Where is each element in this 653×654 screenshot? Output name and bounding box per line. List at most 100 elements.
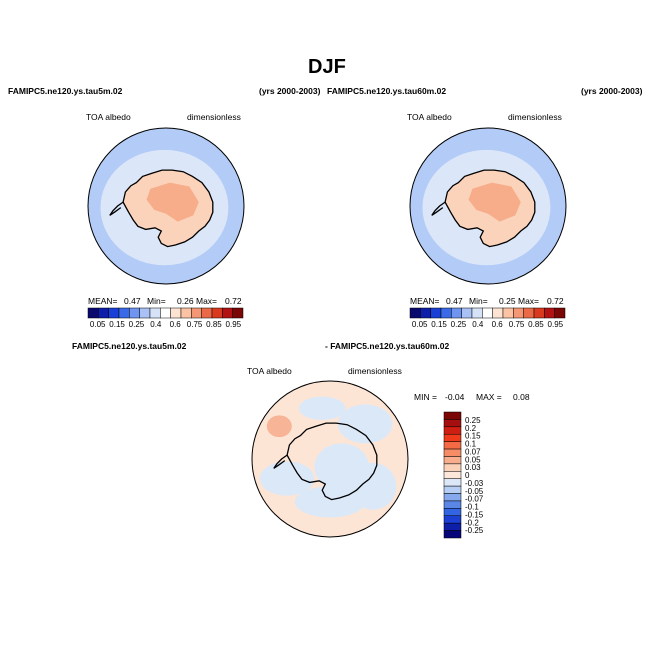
diff-colorbar-swatch	[443, 448, 462, 457]
right-colorbar-swatch	[420, 307, 431, 319]
diff-colorbar-swatch	[443, 530, 462, 539]
diff-colorbar-swatch	[443, 478, 462, 487]
left-min-label: Min=	[147, 296, 166, 306]
diff-case-a: FAMIPC5.ne120.ys.tau5m.02	[72, 341, 187, 351]
peninsula-coastline	[273, 454, 288, 469]
diff-colorbar-swatch	[443, 485, 462, 494]
right-colorbar-swatch	[502, 307, 514, 319]
right-map	[409, 127, 567, 285]
right-units-label: dimensionless	[508, 112, 562, 122]
left-colorbar-swatch	[98, 307, 109, 319]
coastline	[444, 169, 536, 248]
left-years: (yrs 2000-2003)	[259, 86, 321, 96]
left-colorbar-swatch	[108, 307, 120, 319]
map-border	[87, 127, 245, 285]
right-colorbar-swatch	[440, 307, 452, 319]
right-colorbar-tick-label: 0.15	[431, 320, 447, 329]
diff-colorbar-tick-label: -0.03	[465, 479, 484, 488]
left-colorbar-swatch	[170, 307, 182, 319]
diff-colorbar-swatch	[443, 493, 462, 502]
right-colorbar-tick-label: 0.4	[472, 320, 484, 329]
right-max-value: 0.72	[547, 296, 564, 306]
diff-colorbar-tick-label: -0.1	[465, 503, 479, 512]
left-colorbar-tick-label: 0.95	[226, 320, 242, 329]
right-min-value: 0.25	[499, 296, 516, 306]
diff-colorbar-swatch	[443, 522, 462, 531]
diff-colorbar-tick-label: 0.15	[465, 432, 481, 441]
right-colorbar-swatch	[554, 307, 566, 319]
diff-colorbar-swatch	[443, 471, 462, 479]
diff-colorbar-tick-label: 0	[465, 471, 470, 480]
diff-colorbar-tick-label: -0.15	[465, 510, 484, 519]
diff-max-value: 0.08	[513, 392, 530, 402]
left-map	[87, 127, 245, 285]
left-max-label: Max=	[196, 296, 218, 306]
diff-colorbar-swatch	[443, 426, 462, 435]
figure-title: DJF	[308, 56, 346, 78]
diff-colorbar-swatch	[443, 441, 462, 450]
left-colorbar-swatch	[180, 307, 192, 319]
left-min-value: 0.26	[177, 296, 194, 306]
left-colorbar-swatch	[87, 307, 99, 319]
diff-colorbar-swatch	[443, 419, 462, 428]
right-colorbar-tick-label: 0.85	[528, 320, 544, 329]
right-colorbar-swatch	[523, 307, 535, 319]
right-colorbar-swatch	[482, 307, 493, 319]
diff-colorbar-tick-label: 0.25	[465, 416, 481, 425]
right-colorbar-swatch	[451, 307, 462, 319]
right-colorbar-tick-label: 0.05	[412, 320, 428, 329]
diff-colorbar-tick-label: -0.2	[465, 518, 479, 527]
diff-colorbar-swatch	[443, 411, 462, 420]
diff-case-b: - FAMIPC5.ne120.ys.tau60m.02	[325, 341, 450, 351]
diff-colorbar-tick-label: 0.07	[465, 447, 481, 456]
left-colorbar-tick-label: 0.85	[206, 320, 222, 329]
plateau-field	[468, 182, 521, 222]
diff-min-value: -0.04	[445, 392, 465, 402]
negative-diff-patch	[337, 404, 393, 444]
negative-diff-patch	[294, 486, 366, 518]
right-colorbar-swatch	[461, 307, 473, 319]
left-colorbar-tick-label: 0.05	[90, 320, 106, 329]
left-colorbar-tick-label: 0.75	[187, 320, 203, 329]
right-colorbar-tick-label: 0.95	[548, 320, 564, 329]
diff-max-label: MAX =	[476, 392, 502, 402]
diff-colorbar-swatch	[443, 463, 462, 472]
map-border	[409, 127, 567, 285]
left-mean-value: 0.47	[124, 296, 141, 306]
diff-colorbar-tick-label: 0.2	[465, 424, 477, 433]
coastline	[286, 422, 378, 501]
diff-min-label: MIN =	[414, 392, 437, 402]
right-colorbar-swatch	[513, 307, 524, 319]
peninsula-coastline	[431, 201, 446, 216]
plateau-field	[146, 182, 199, 222]
left-colorbar-tick-label: 0.15	[109, 320, 125, 329]
left-variable-label: TOA albedo	[86, 112, 131, 122]
diff-colorbar-swatch	[443, 456, 462, 465]
right-mean-label: MEAN=	[410, 296, 440, 306]
diff-colorbar-swatch	[443, 500, 462, 509]
left-colorbar-swatch	[222, 307, 233, 319]
right-colorbar-swatch	[409, 307, 421, 319]
left-colorbar-tick-label: 0.25	[129, 320, 145, 329]
left-colorbar-swatch	[160, 307, 171, 319]
left-colorbar-swatch	[211, 307, 223, 319]
right-variable-label: TOA albedo	[407, 112, 452, 122]
left-colorbar-tick-label: 0.6	[170, 320, 182, 329]
left-colorbar-tick-label: 0.4	[150, 320, 162, 329]
right-colorbar-swatch	[430, 307, 442, 319]
left-units-label: dimensionless	[187, 112, 241, 122]
left-max-value: 0.72	[225, 296, 242, 306]
positive-diff-patch	[266, 415, 292, 438]
right-colorbar-swatch	[544, 307, 555, 319]
negative-diff-patch	[259, 461, 315, 496]
left-mean-label: MEAN=	[88, 296, 118, 306]
diff-colorbar-swatch	[443, 433, 462, 442]
right-max-label: Max=	[518, 296, 540, 306]
left-case-name: FAMIPC5.ne120.ys.tau5m.02	[8, 86, 123, 96]
left-colorbar-swatch	[232, 307, 244, 319]
diff-colorbar-tick-label: -0.05	[465, 487, 484, 496]
diff-variable-label: TOA albedo	[247, 366, 292, 376]
right-colorbar-tick-label: 0.25	[451, 320, 467, 329]
diff-colorbar-tick-label: 0.05	[465, 455, 481, 464]
